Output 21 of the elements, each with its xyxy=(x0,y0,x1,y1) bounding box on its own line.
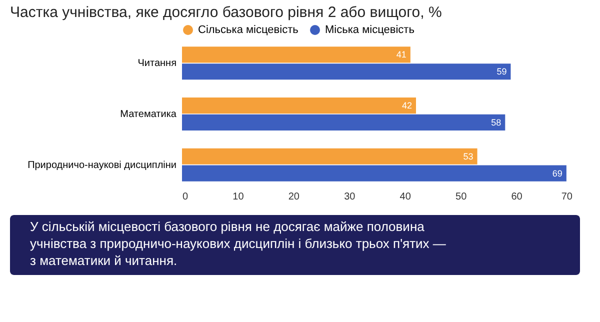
y-tick-label: Природничо-наукові дисципліни xyxy=(28,160,176,171)
y-tick-label: Читання xyxy=(138,58,176,70)
x-tick-label: 0 xyxy=(182,192,188,202)
x-tick-label: 20 xyxy=(288,192,300,202)
legend-label: Міська місцевість xyxy=(325,24,415,36)
data-label: 42 xyxy=(402,100,412,111)
x-tick-label: 40 xyxy=(400,192,412,202)
x-tick-label: 70 xyxy=(561,192,573,202)
y-tick-label: Математика xyxy=(120,109,177,120)
data-label: 53 xyxy=(463,151,474,162)
x-tick-label: 50 xyxy=(456,192,468,202)
data-label: 41 xyxy=(396,50,406,60)
x-tick-label: 10 xyxy=(232,192,244,202)
text: У сільській місцевості базового рівня не досягає майже половина учнівства з природничо-наукових дисциплін і близько трьох п'ятих — з математики й читання. xyxy=(30,219,446,268)
data-label: 69 xyxy=(552,168,562,178)
data-label: 58 xyxy=(491,117,502,128)
legend-label: Сільська місцевість xyxy=(198,24,299,36)
x-tick-label: 30 xyxy=(344,192,356,202)
x-tick-label: 60 xyxy=(511,192,523,202)
chart-title: Частка учнівства, яке досягло базового рівня 2 або вищого, % xyxy=(10,4,442,21)
data-label: 59 xyxy=(496,66,507,77)
